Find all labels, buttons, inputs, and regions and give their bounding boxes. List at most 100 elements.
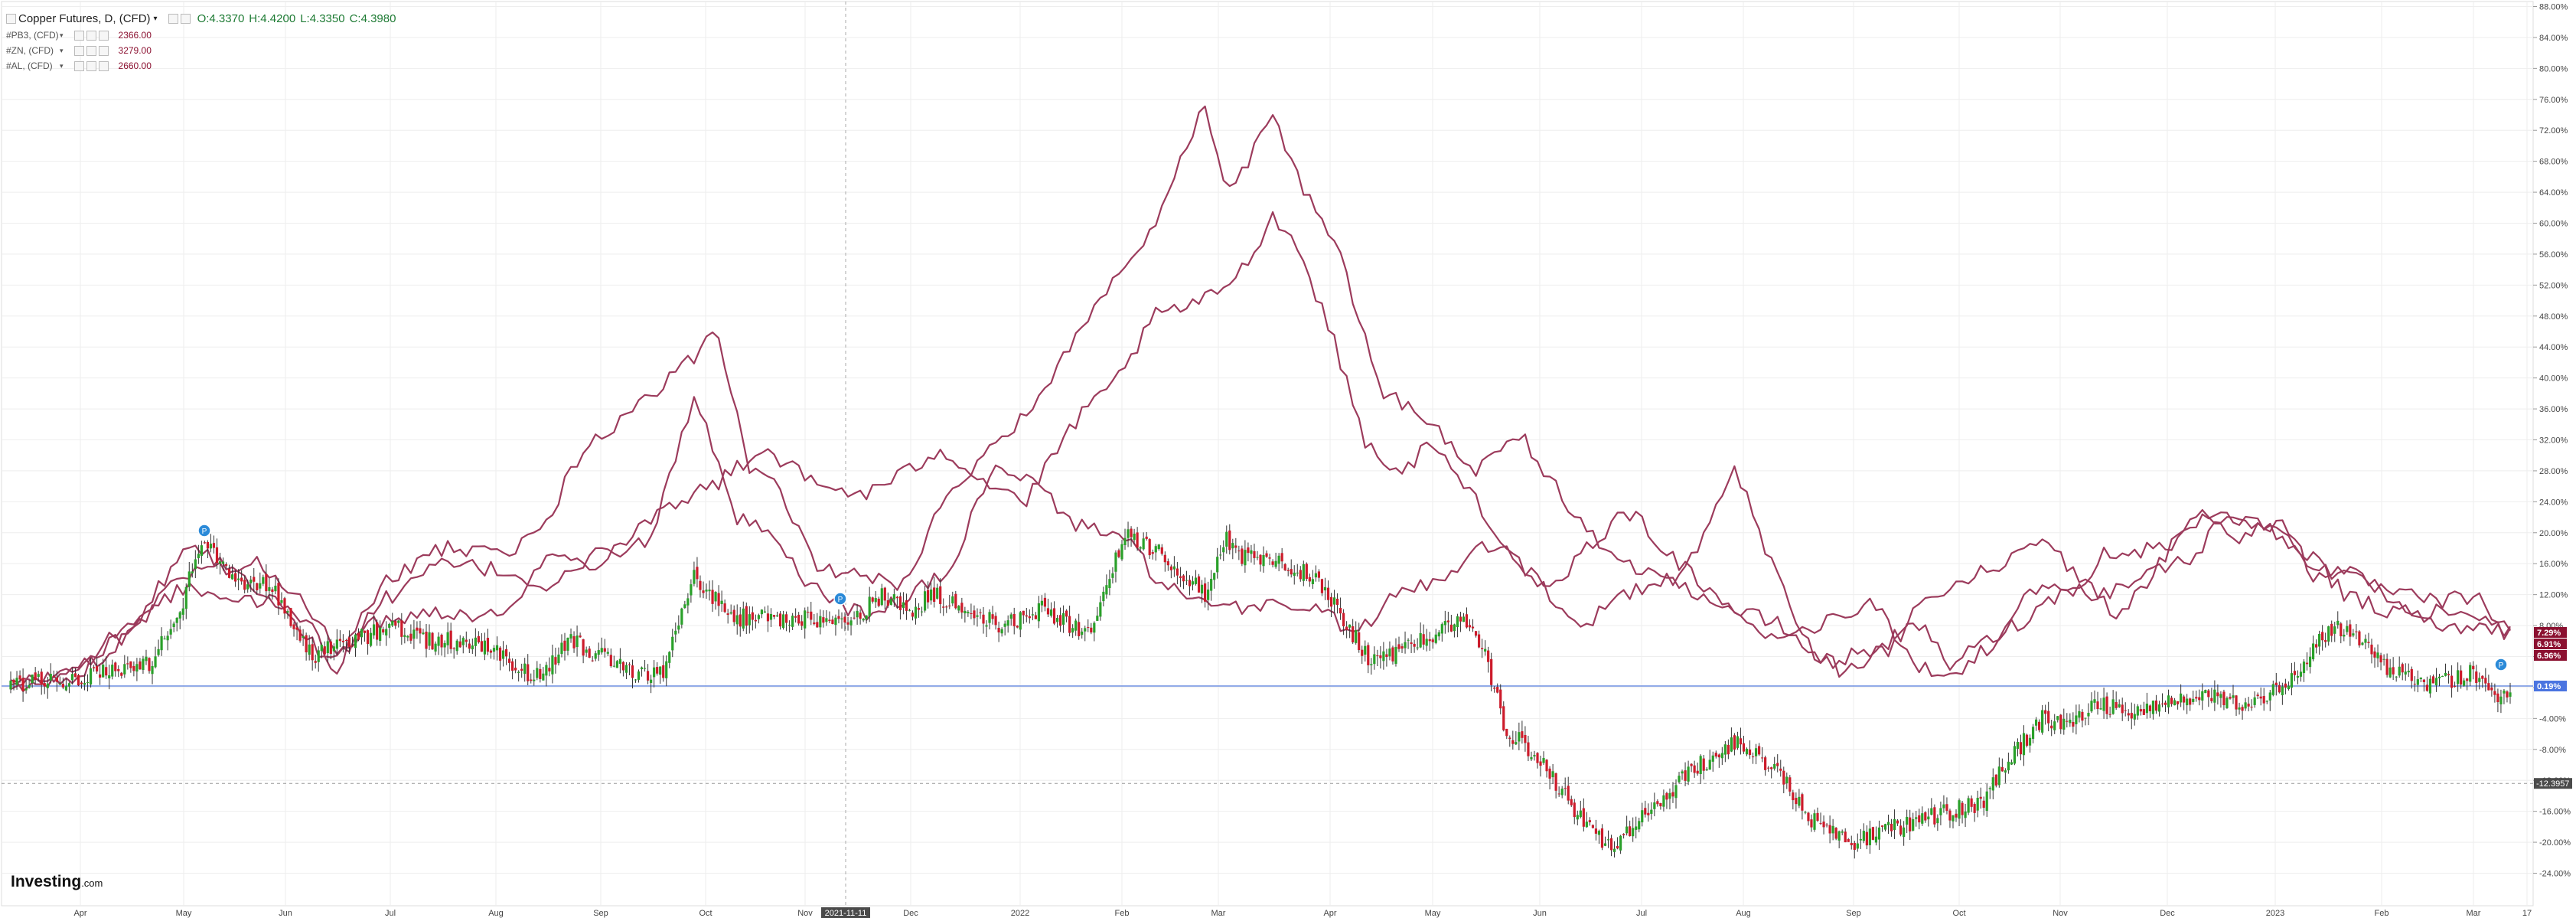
- candle-body: [139, 661, 142, 670]
- candle-body: [1810, 819, 1813, 828]
- candle-body: [1745, 748, 1749, 755]
- candle-body: [2466, 678, 2469, 681]
- candle-body: [1597, 831, 1601, 835]
- candle-body: [1804, 812, 1807, 813]
- candle-body: [1302, 564, 1305, 581]
- eye-icon[interactable]: [73, 45, 84, 56]
- candle-body: [1594, 828, 1598, 834]
- candle-body: [2201, 691, 2204, 701]
- candle-body: [1958, 800, 1961, 819]
- candle-body: [2434, 678, 2438, 686]
- candle-body: [1736, 736, 1740, 748]
- candle-body: [1733, 735, 1736, 750]
- overlay-row[interactable]: #ZN, (CFD) ▾ 3279.00: [6, 43, 396, 58]
- candle-body: [206, 542, 210, 549]
- candle-body: [2290, 673, 2294, 688]
- candle-body: [2302, 662, 2306, 674]
- chevron-down-icon[interactable]: ▾: [153, 14, 158, 23]
- candle-body: [1997, 766, 2000, 786]
- candle-body: [1933, 807, 1936, 825]
- candle-body: [28, 684, 31, 688]
- event-marker-icon[interactable]: P: [2494, 658, 2508, 671]
- event-marker-icon[interactable]: P: [197, 524, 211, 537]
- chevron-down-icon[interactable]: ▾: [60, 31, 64, 39]
- candle-body: [486, 638, 490, 652]
- candle-body: [129, 661, 132, 668]
- candle-body: [634, 679, 637, 681]
- overlay-row[interactable]: #PB3, (CFD) ▾ 2366.00: [6, 28, 396, 43]
- candle-body: [957, 606, 960, 611]
- candle-body: [2428, 678, 2432, 694]
- close-icon[interactable]: [98, 30, 109, 41]
- candle-body: [191, 571, 194, 573]
- candle-body: [680, 608, 683, 625]
- candle-body: [2370, 644, 2373, 655]
- event-marker-icon[interactable]: P: [833, 592, 847, 606]
- close-icon[interactable]: [98, 60, 109, 71]
- x-tick-label: Sep: [593, 909, 608, 918]
- x-tick-label: May: [176, 909, 192, 918]
- candle-body: [954, 593, 957, 609]
- candle-body: [166, 635, 169, 641]
- candle-body: [1795, 798, 1798, 805]
- candle-body: [1370, 664, 1373, 665]
- collapse-icon[interactable]: [6, 13, 16, 24]
- candle-body: [1286, 570, 1290, 571]
- candle-body: [1311, 579, 1314, 585]
- candle-body: [2281, 686, 2284, 696]
- candle-body: [67, 683, 71, 687]
- candle-body: [1361, 649, 1364, 656]
- candle-body: [2136, 706, 2139, 716]
- candle-body: [1880, 825, 1884, 827]
- candle-body: [2115, 702, 2118, 708]
- candle-body: [1197, 576, 1201, 593]
- settings-icon[interactable]: [168, 13, 178, 24]
- candle-body: [268, 586, 271, 591]
- settings-icon[interactable]: [86, 45, 96, 56]
- candle-body: [1798, 796, 1801, 806]
- x-tick-label: Feb: [1115, 909, 1130, 918]
- chevron-down-icon[interactable]: ▾: [60, 46, 64, 54]
- settings-icon[interactable]: [86, 30, 96, 41]
- candle-body: [1148, 539, 1151, 556]
- candle-body: [382, 629, 385, 633]
- x-tick-label: Oct: [699, 909, 712, 918]
- settings-icon[interactable]: [86, 60, 96, 71]
- candle-body: [373, 624, 376, 635]
- candle-body: [1936, 818, 1939, 824]
- candle-body: [572, 635, 576, 648]
- svg-text:-12.3957: -12.3957: [2536, 779, 2569, 789]
- candle-body: [2358, 631, 2361, 645]
- high-value: H:4.4200: [249, 11, 296, 25]
- main-symbol-row[interactable]: Copper Futures, D, (CFD) ▾ O:4.3370 H:4.…: [6, 9, 396, 28]
- candle-body: [70, 674, 74, 681]
- candle-body: [440, 635, 443, 648]
- eye-icon[interactable]: [73, 60, 84, 71]
- candle-body: [2259, 696, 2262, 699]
- overlay-symbol: #ZN, (CFD): [6, 45, 54, 56]
- chevron-down-icon[interactable]: ▾: [60, 61, 64, 70]
- candle-body: [804, 610, 807, 629]
- close-icon[interactable]: [98, 45, 109, 56]
- candle-body: [92, 667, 96, 668]
- candle-body: [594, 653, 597, 659]
- close-icon[interactable]: [180, 13, 191, 24]
- y-tick-label: 28.00%: [2539, 467, 2568, 476]
- candle-body: [520, 668, 523, 671]
- candle-body: [600, 648, 603, 653]
- candle-body: [2460, 670, 2463, 685]
- candle-body: [1674, 785, 1678, 799]
- candle-body: [2195, 697, 2198, 699]
- candle-body: [1847, 839, 1850, 842]
- candle-body: [859, 613, 862, 619]
- eye-icon[interactable]: [73, 30, 84, 41]
- candle-body: [2385, 658, 2389, 675]
- candle-body: [471, 645, 474, 650]
- candle-body: [1422, 634, 1425, 645]
- candle-body: [2437, 676, 2441, 678]
- overlay-row[interactable]: #AL, (CFD) ▾ 2660.00: [6, 58, 396, 74]
- candle-body: [461, 638, 465, 645]
- candle-body: [154, 656, 157, 668]
- candle-body: [1136, 532, 1139, 548]
